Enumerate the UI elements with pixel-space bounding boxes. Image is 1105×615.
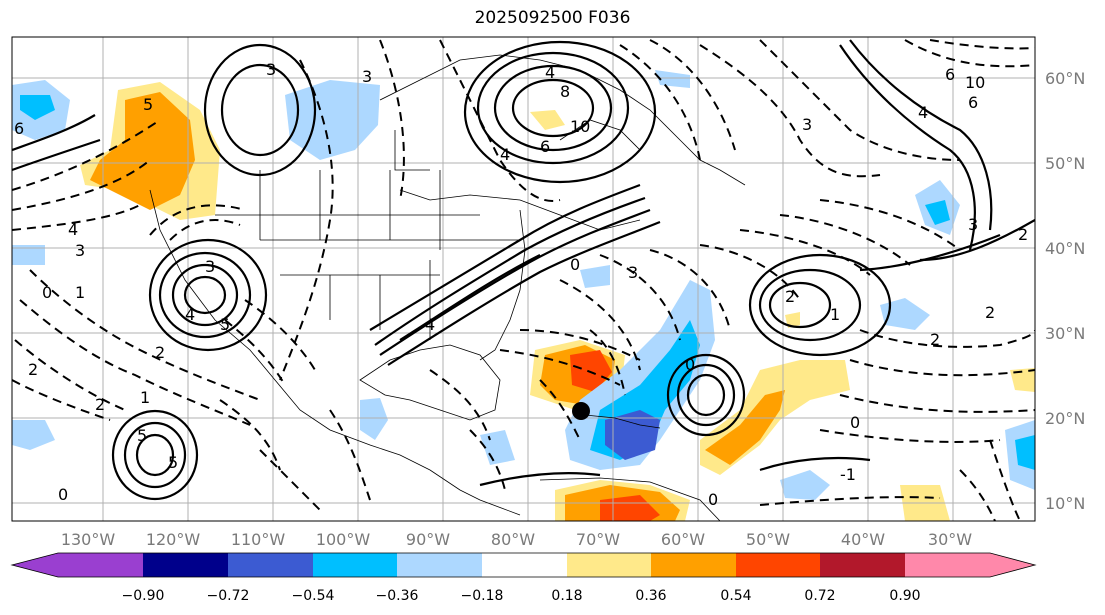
colorbar-segment [736,553,820,577]
graticule [12,37,1035,521]
colorbar-label: 0.72 [804,588,835,604]
lon-tick-label: 30°W [928,530,972,549]
contour-label: 4 [425,315,435,334]
chart-title: 2025092500 F036 [474,8,631,28]
contour-label: 8 [560,82,570,101]
contour-label: 5 [220,315,230,334]
colorbar-segment [313,553,397,577]
contour-label: 3 [266,60,276,79]
contour-label: 10 [965,73,985,92]
colorbar-segment [58,553,143,577]
colorbar-segment [143,553,228,577]
lon-tick-label: 110°W [231,530,286,549]
contour-label: 2 [95,395,105,414]
contour-label: 0 [708,490,718,509]
colorbar-extend-max [990,553,1035,577]
contour-label: 2 [155,343,165,362]
contour-label: 0 [58,485,68,504]
lon-tick-label: 40°W [841,530,885,549]
lon-tick-label: 120°W [146,530,201,549]
colorbar-segment [482,553,567,577]
contour-label: 6 [540,137,550,156]
lat-tick-label: 30°N [1045,324,1085,343]
contour-label: 0 [850,413,860,432]
contour-label: 3 [362,67,372,86]
contour-label: 0 [42,283,52,302]
lat-tick-label: 50°N [1045,154,1085,173]
map-frame [11,36,1036,522]
lon-tick-label: 60°W [661,530,705,549]
contour-label-group: 3 3 4 8 6 10 4 10 6 6 5 4 3 2 0 2 2 1 3 … [14,60,1028,509]
colorbar-segment [228,553,313,577]
colorbar-segment [397,553,482,577]
map-plot-area [12,37,1035,521]
storm-marker [572,402,590,420]
contour-label: 4 [185,305,195,324]
lon-tick-label: 80°W [491,530,535,549]
contour-label: 0 [685,355,695,374]
lat-tick-label: 10°N [1045,494,1085,513]
contour-label: 2 [985,303,995,322]
colorbar-segment [820,553,905,577]
lon-tick-label: 100°W [316,530,371,549]
contour-label: 5 [143,95,153,114]
lon-axis: 130°W 120°W 110°W 100°W 90°W 80°W 70°W 6… [61,530,972,549]
contour-label: 4 [500,145,510,164]
contour-label: 6 [945,65,955,84]
colorbar-segment [567,553,651,577]
colorbar: −0.90 −0.72 −0.54 −0.36 −0.18 0.18 0.36 … [10,552,1037,604]
contour-label: 3 [802,115,812,134]
contour-label: 10 [570,117,590,136]
contour-label: 4 [545,63,555,82]
contour-label: 1 [830,305,840,324]
contour-label: 6 [14,119,24,138]
lat-axis: 60°N 50°N 40°N 30°N 20°N 10°N [1045,69,1085,513]
lon-tick-label: 130°W [61,530,116,549]
contour-label: 2 [785,287,795,306]
lat-tick-label: 40°N [1045,239,1085,258]
coastlines [149,54,746,521]
lat-tick-label: 20°N [1045,409,1085,428]
contour-label: 3 [205,257,215,276]
contours [12,39,1035,501]
lon-tick-label: 90°W [406,530,450,549]
colorbar-label: −0.36 [376,588,419,604]
colorbar-label: −0.18 [461,588,504,604]
contour-label: 4 [68,220,78,239]
contour-label: 2 [28,360,38,379]
colorbar-label: −0.72 [207,588,250,604]
colorbar-segment [651,553,736,577]
colorbar-label: 0.18 [551,588,582,604]
contour-label: 3 [628,263,638,282]
colorbar-label: 0.36 [635,588,666,604]
contour-label: 0 [570,255,580,274]
lat-tick-label: 60°N [1045,69,1085,88]
colorbar-segment [905,553,990,577]
lon-tick-label: 70°W [576,530,620,549]
colorbar-label: −0.54 [292,588,335,604]
contours-dashed [12,39,1035,521]
colorbar-extend-min [12,553,58,577]
lon-tick-label: 50°W [746,530,790,549]
contour-label: 4 [918,103,928,122]
contour-label: 2 [1018,225,1028,244]
contour-label: 3 [75,241,85,260]
contour-label: 5 [137,426,147,445]
contour-label: 1 [75,283,85,302]
contour-label: -1 [840,465,856,484]
colorbar-label: 0.54 [720,588,751,604]
colorbar-label: −0.90 [122,588,165,604]
contour-label: 1 [140,388,150,407]
contour-label: 5 [168,453,178,472]
contour-label: 6 [968,93,978,112]
contour-label: 3 [968,215,978,234]
contour-label: 2 [930,330,940,349]
colorbar-label: 0.90 [889,588,920,604]
